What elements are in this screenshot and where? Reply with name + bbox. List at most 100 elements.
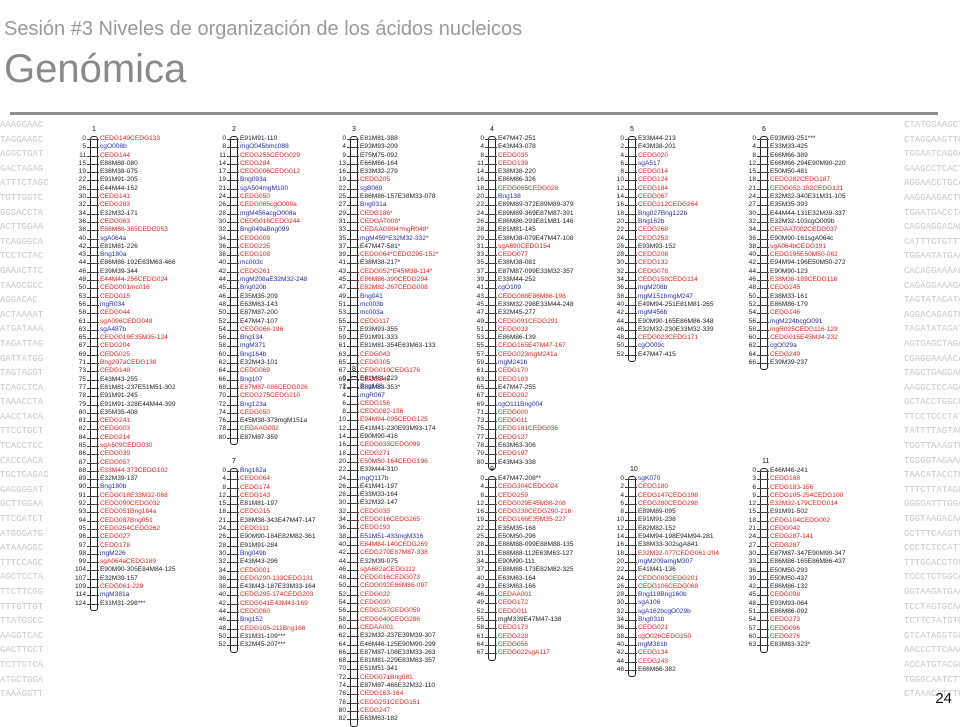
marker-name: CEDG023CEDG171 (638, 334, 699, 342)
marker-tick (485, 644, 497, 646)
marker-tick (227, 479, 239, 481)
marker-name: CEDG065cgO009a (240, 201, 297, 209)
marker-tick (347, 520, 359, 522)
marker-tick (485, 545, 497, 547)
marker-name: CEDG186* (360, 209, 393, 217)
marker-position: 9 (752, 491, 756, 499)
marker-name: CEDG183-156 (770, 483, 814, 491)
marker-name: CEDG247 (360, 706, 391, 714)
marker-position: 44 (616, 657, 624, 665)
marker-tick (87, 304, 99, 306)
marker-position: 26 (78, 184, 86, 192)
marker-position: 82 (338, 715, 346, 723)
marker-tick (757, 288, 769, 290)
marker-name: CEDG078 (638, 267, 669, 275)
marker-tick (87, 371, 99, 373)
marker-name: Bng162b (638, 217, 665, 225)
marker-name: E38M38-220 (498, 168, 536, 176)
marker-position: 24 (218, 193, 226, 201)
marker-position: 51 (476, 325, 484, 333)
marker-name: cgO008b (100, 143, 127, 151)
marker-name: CEDG040CEDG286 (360, 615, 421, 623)
marker-position: 93 (78, 508, 86, 516)
slide-subtitle: Sesión #3 Niveles de organización de los… (4, 18, 523, 40)
marker-name: CEDG149CEDG133 (100, 135, 161, 142)
marker-name: CEDG087Bng051 (100, 516, 153, 524)
marker-tick (227, 346, 239, 348)
marker-tick (347, 428, 359, 430)
marker-position: 65 (78, 334, 86, 342)
marker-tick (757, 346, 769, 348)
marker-position: 8 (342, 408, 346, 416)
marker-position: 77 (476, 433, 484, 441)
marker-name: CEDG104CEDG002 (770, 516, 831, 524)
marker-position: 24 (748, 193, 756, 201)
marker-name: E33M44-310 (360, 466, 398, 474)
marker-name: E81M81-145 (498, 226, 536, 234)
marker-name: E87M87-347E90M90-347 (770, 549, 846, 557)
marker-tick (87, 197, 99, 199)
marker-position: 50 (218, 309, 226, 317)
marker-position: 44 (338, 557, 346, 565)
marker-name: CEDG096 (770, 624, 801, 632)
marker-position: 0 (620, 475, 624, 482)
marker-position: 58 (78, 309, 86, 317)
marker-tick (485, 553, 497, 555)
marker-tick (347, 238, 359, 240)
chromosome-bar (628, 136, 636, 363)
marker-position: 50 (338, 582, 346, 590)
marker-name: CEDG016CEDG073 (360, 574, 421, 582)
marker-tick (347, 528, 359, 530)
marker-tick (227, 172, 239, 174)
marker-position: 28 (476, 541, 484, 549)
marker-tick (227, 238, 239, 240)
marker-tick (757, 188, 769, 190)
marker-tick (347, 313, 359, 315)
marker-tick (227, 636, 239, 638)
marker-position: 49 (476, 599, 484, 607)
marker-tick (227, 387, 239, 389)
marker-position: 4 (480, 143, 484, 151)
marker-name: E39M39-344 (100, 267, 138, 275)
marker-position: 78 (218, 425, 226, 433)
marker-tick (87, 421, 99, 423)
page-number: 24 (935, 690, 952, 707)
marker-name: CEDG052*E45M38-114* (360, 267, 433, 275)
marker-tick (625, 520, 637, 522)
marker-name: E38M38-079E47M47-108 (498, 234, 574, 242)
marker-name: CEDG287-141 (770, 533, 814, 541)
marker-position: 16 (476, 508, 484, 516)
marker-name: E49M94-251E81M81-265 (638, 300, 714, 308)
marker-tick (87, 163, 99, 165)
marker-position: 62 (218, 359, 226, 367)
marker-tick (227, 379, 239, 381)
marker-name: E87M87-099E33M32-357 (498, 267, 574, 275)
marker-tick (347, 363, 359, 365)
marker-position: 48 (78, 276, 86, 284)
marker-name: E86M86-157E38M33-078 (360, 193, 436, 201)
marker-name: E46M46-125E90M90-299 (360, 640, 436, 648)
chromosome-label: 9 (490, 466, 494, 473)
marker-position: 0 (620, 135, 624, 142)
marker-position: 22 (338, 184, 346, 192)
marker-name: mgM459*E32M32-332* (360, 234, 429, 242)
marker-position: 0 (342, 135, 346, 142)
marker-tick (757, 612, 769, 614)
marker-position: 15 (748, 508, 756, 516)
marker-tick (757, 221, 769, 223)
marker-tick (757, 263, 769, 265)
marker-tick (347, 246, 359, 248)
marker-name: E91M91-238 (638, 516, 676, 524)
marker-tick (485, 371, 497, 373)
marker-position: 64 (476, 640, 484, 648)
marker-position: 35 (338, 234, 346, 242)
marker-tick (87, 363, 99, 365)
marker-name: CEDG111 (240, 525, 270, 533)
marker-position: 0 (752, 135, 756, 142)
marker-name: E47M47-251 (498, 135, 536, 142)
marker-name: E94M94-196E50M50-272 (770, 259, 846, 267)
marker-position: 74 (218, 408, 226, 416)
marker-position: 20 (616, 557, 624, 565)
marker-position: 78 (338, 698, 346, 706)
marker-position: 40 (338, 540, 346, 548)
